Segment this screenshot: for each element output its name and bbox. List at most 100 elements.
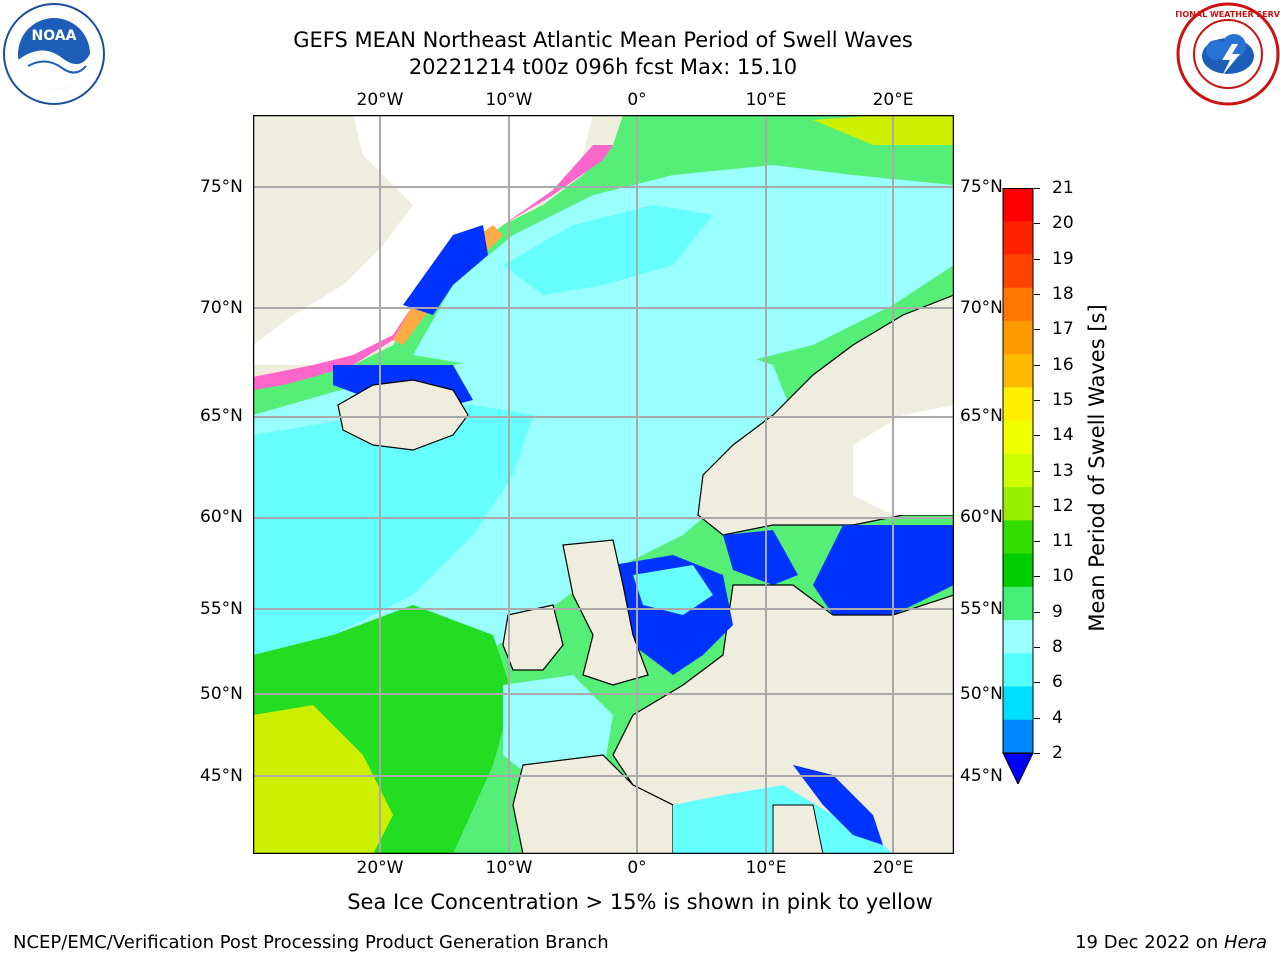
lat-label-right-50n: 50°N xyxy=(960,684,1003,704)
colorbar-segment xyxy=(1003,320,1033,355)
colorbar-tick-mark xyxy=(1034,435,1040,437)
colorbar-segment xyxy=(1003,520,1033,555)
graticule xyxy=(253,115,954,854)
colorbar xyxy=(1002,188,1034,784)
lat-label-right-45n: 45°N xyxy=(960,766,1003,786)
colorbar-tick-label: 11 xyxy=(1052,531,1074,552)
svg-text:NATIONAL WEATHER SERVICE: NATIONAL WEATHER SERVICE xyxy=(1176,10,1280,19)
colorbar-tick-label: 2 xyxy=(1052,743,1063,763)
colorbar-tick-mark xyxy=(1034,258,1040,260)
colorbar-segment xyxy=(1003,620,1033,654)
colorbar-segment xyxy=(1003,287,1033,322)
colorbar-segment xyxy=(1003,586,1033,621)
lon-label-bottom-0: 0° xyxy=(627,858,647,878)
nws-logo: NATIONAL WEATHER SERVICE xyxy=(1162,2,1280,106)
lat-label-left-75n: 75°N xyxy=(200,177,243,197)
colorbar-tick-label: 15 xyxy=(1052,389,1074,410)
swell-band-7s xyxy=(253,405,533,655)
colorbar-tick-label: 14 xyxy=(1052,425,1074,446)
lon-label-top-10e: 10°E xyxy=(745,90,787,110)
footer-date: 19 Dec 2022 on xyxy=(1075,932,1224,953)
swell-band-north-7s xyxy=(503,205,713,295)
great-britain xyxy=(562,539,649,686)
adriatic xyxy=(793,765,883,845)
colorbar-tick-mark xyxy=(1034,647,1040,649)
colorbar-segment xyxy=(1003,221,1033,255)
swell-band-north xyxy=(413,165,954,375)
chart-title-line1: GEFS MEAN Northeast Atlantic Mean Period… xyxy=(293,28,913,52)
colorbar-tick-mark xyxy=(1034,223,1040,225)
sweden-finland-snow xyxy=(853,405,954,515)
colorbar-tick-label: 6 xyxy=(1052,672,1063,693)
iceland xyxy=(337,379,469,451)
sea-ice-note: Sea Ice Concentration > 15% is shown in … xyxy=(347,890,933,914)
italy xyxy=(772,804,824,854)
footer-machine: Hera xyxy=(1223,932,1267,953)
lat-label-right-70n: 70°N xyxy=(960,298,1003,318)
colorbar-tick-mark xyxy=(1034,188,1040,189)
lon-label-bottom-10w: 10°W xyxy=(485,858,533,878)
colorbar-tick-mark xyxy=(1034,505,1040,507)
colorbar-tick-label: 9 xyxy=(1052,601,1063,622)
colorbar-extend-triangle xyxy=(1002,752,1034,784)
noaa-logo: NOAA xyxy=(2,2,106,106)
lon-label-top-20e: 20°E xyxy=(872,90,914,110)
swell-yellow-north xyxy=(813,115,954,145)
lat-label-left-60n: 60°N xyxy=(200,507,243,527)
lat-label-left-50n: 50°N xyxy=(200,684,243,704)
colorbar-segment xyxy=(1003,188,1033,222)
map-panel xyxy=(253,115,954,854)
colorbar-segment xyxy=(1003,653,1033,688)
ice-edge xyxy=(253,145,613,390)
lat-label-right-65n: 65°N xyxy=(960,406,1003,426)
colorbar-tick-mark xyxy=(1034,364,1040,366)
lat-label-right-60n: 60°N xyxy=(960,507,1003,527)
colorbar-tick-mark xyxy=(1034,329,1040,331)
colorbar-tick-mark xyxy=(1034,717,1040,719)
swell-yellow-south xyxy=(253,705,393,854)
colorbar-tick-label: 12 xyxy=(1052,495,1074,516)
ireland xyxy=(502,604,564,671)
svg-text:NOAA: NOAA xyxy=(32,28,77,44)
colorbar-tick-mark xyxy=(1034,470,1040,472)
colorbar-segment xyxy=(1003,420,1033,455)
lon-label-bottom-10e: 10°E xyxy=(745,858,787,878)
footer-right: 19 Dec 2022 on Hera xyxy=(1075,932,1267,953)
colorbar-segment xyxy=(1003,487,1033,521)
colorbar-tick-labels: 21 20 19 18 17 16 15 14 13 12 11 10 9 8 6 4 2 xyxy=(1034,178,1080,778)
colorbar-segment xyxy=(1003,686,1033,721)
lon-label-top-0: 0° xyxy=(627,90,647,110)
lat-label-left-70n: 70°N xyxy=(200,298,243,318)
colorbar-segment xyxy=(1003,354,1033,388)
colorbar-tick-label: 8 xyxy=(1052,637,1063,658)
colorbar-segment xyxy=(1003,553,1033,588)
colorbar-tick-mark xyxy=(1034,399,1040,401)
colorbar-tick-mark xyxy=(1034,611,1040,613)
colorbar-tick-label: 17 xyxy=(1052,319,1074,340)
lat-label-right-55n: 55°N xyxy=(960,599,1003,619)
kattegat xyxy=(723,530,798,585)
colorbar-tick-label: 21 xyxy=(1052,178,1074,198)
lon-label-bottom-20e: 20°E xyxy=(872,858,914,878)
colorbar-tick-mark xyxy=(1034,576,1040,578)
footer-left: NCEP/EMC/Verification Post Processing Pr… xyxy=(13,932,609,953)
colorbar-tick-mark xyxy=(1034,293,1040,295)
colorbar-label: Mean Period of Swell Waves [s] xyxy=(1085,304,1109,632)
lat-label-left-55n: 55°N xyxy=(200,599,243,619)
baltic-sea xyxy=(813,525,954,615)
colorbar-tick-label: 13 xyxy=(1052,460,1074,481)
colorbar-segment xyxy=(1003,719,1033,754)
lat-label-left-45n: 45°N xyxy=(200,766,243,786)
colorbar-segment xyxy=(1003,453,1033,488)
colorbar-tick-label: 20 xyxy=(1052,213,1074,234)
map-frame xyxy=(253,115,954,854)
lon-label-bottom-20w: 20°W xyxy=(356,858,404,878)
colorbar-tick-mark xyxy=(1034,753,1040,754)
lon-label-top-20w: 20°W xyxy=(356,90,404,110)
north-sea-cyan xyxy=(633,565,713,615)
colorbar-tick-label: 16 xyxy=(1052,354,1074,375)
colorbar-tick-mark xyxy=(1034,541,1040,543)
lat-label-left-65n: 65°N xyxy=(200,406,243,426)
colorbar-tick-label: 19 xyxy=(1052,248,1074,269)
colorbar-tick-label: 10 xyxy=(1052,566,1074,587)
